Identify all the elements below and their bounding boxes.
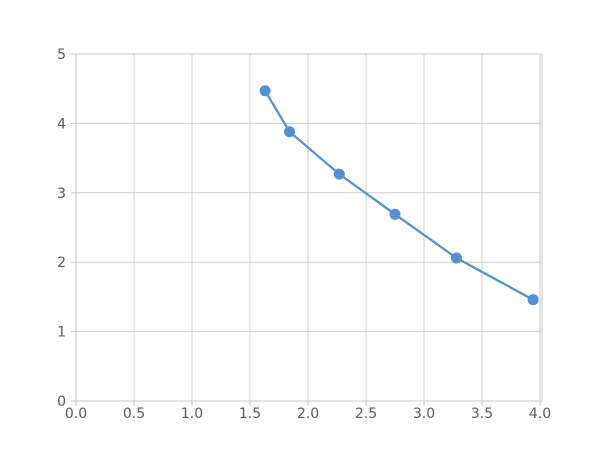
- x-tick-label: 3.0: [413, 406, 435, 422]
- x-tick-label: 4.0: [529, 406, 551, 422]
- y-tick-label: 0: [57, 394, 66, 410]
- plot-area: [76, 54, 542, 401]
- x-tick-label: 1.5: [239, 406, 261, 422]
- y-tick-label: 1: [57, 325, 66, 341]
- x-tick-label: 1.0: [181, 406, 203, 422]
- x-tick-label: 0.5: [123, 406, 145, 422]
- y-tick-label: 5: [57, 47, 66, 63]
- data-point-marker: [389, 208, 401, 220]
- axes-spines: [75, 53, 543, 402]
- y-tick-label: 4: [57, 116, 66, 132]
- x-tick-label: 2.0: [297, 406, 319, 422]
- data-line: [263, 89, 535, 301]
- x-tick-label: 0.0: [65, 406, 87, 422]
- data-point-marker: [333, 168, 345, 180]
- data-point-marker: [284, 126, 295, 138]
- data-point-marker: [451, 252, 462, 264]
- y-tick-label: 2: [57, 255, 66, 271]
- data-point-marker: [259, 85, 271, 97]
- data-point-marker: [527, 294, 539, 306]
- x-tick-label: 2.5: [355, 406, 377, 422]
- x-tick-label: 3.5: [471, 406, 493, 422]
- y-tick-label: 3: [57, 186, 66, 202]
